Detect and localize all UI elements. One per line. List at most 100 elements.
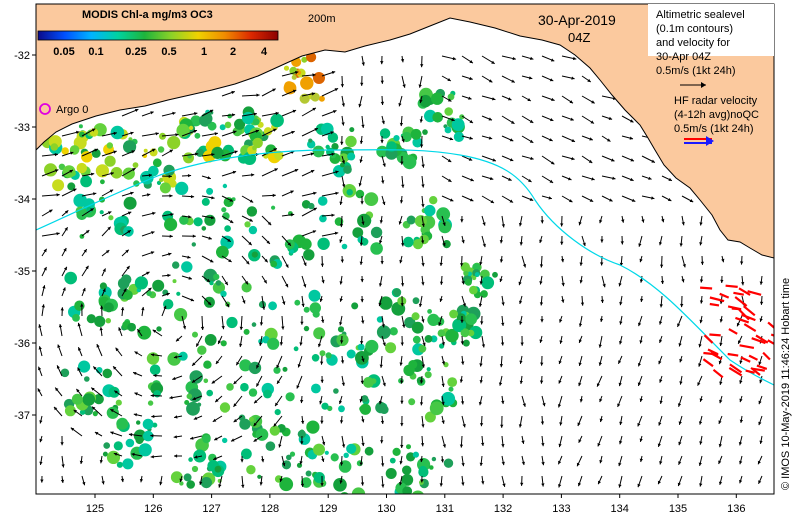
chlorophyll-patch — [481, 276, 494, 289]
chlorophyll-patch — [80, 176, 92, 188]
chlorophyll-patch — [393, 448, 401, 456]
y-tick-label: -36 — [14, 338, 30, 350]
chlorophyll-patch — [380, 128, 390, 138]
chlorophyll-patch — [333, 388, 339, 394]
legend-hf-text: HF radar velocity (4-12h avg)noQC 0.5m/s… — [674, 95, 762, 135]
chlorophyll-patch — [407, 216, 416, 225]
chlorophyll-patch — [216, 280, 222, 286]
chlorophyll-patch — [326, 352, 332, 358]
x-tick-label: 134 — [611, 503, 629, 515]
chlorophyll-patch — [114, 441, 123, 450]
chlorophyll-patch — [290, 250, 294, 254]
chlorophyll-patch — [357, 214, 371, 228]
chlorophyll-patch — [306, 471, 312, 477]
chlorophyll-patch — [201, 113, 213, 125]
chlorophyll-patch — [425, 371, 432, 378]
chlorophyll-patch — [195, 133, 201, 139]
chlorophyll-patch — [81, 151, 92, 162]
chlorophyll-patch — [286, 392, 295, 401]
chlorophyll-patch — [226, 383, 234, 391]
chlorophyll-patch — [349, 127, 354, 132]
chlorophyll-patch — [126, 439, 135, 448]
colorbar-tick-label: 0.25 — [125, 46, 146, 58]
y-tick-label: -35 — [14, 266, 30, 278]
chlorophyll-patch — [370, 242, 383, 255]
colorbar-tick-label: 0.1 — [88, 46, 103, 58]
chlorophyll-patch — [107, 142, 113, 148]
chlorophyll-patch — [371, 227, 382, 238]
colorbar-tick-label: 1 — [201, 46, 207, 58]
chlorophyll-patch — [283, 367, 288, 372]
chlorophyll-patch — [308, 139, 312, 143]
x-tick-label: 128 — [261, 503, 279, 515]
chlorophyll-patch — [84, 376, 90, 382]
chlorophyll-patch — [311, 384, 321, 394]
x-tick-label: 132 — [494, 503, 512, 515]
chlorophyll-patch — [454, 132, 464, 142]
chlorophyll-patch — [252, 322, 257, 327]
chlorophyll-patch — [244, 221, 250, 227]
chlorophyll-patch — [385, 342, 396, 353]
chlorophyll-patch — [345, 136, 356, 147]
chlorophyll-patch — [270, 261, 277, 268]
chlorophyll-patch — [135, 276, 148, 289]
chlorophyll-patch — [406, 444, 411, 449]
chlorophyll-patch — [257, 475, 261, 479]
legend-altimetry-line: Altimetric sealevel — [656, 9, 745, 21]
chlorophyll-patch — [241, 449, 252, 460]
chlorophyll-patch — [172, 261, 179, 268]
chlorophyll-patch — [202, 226, 207, 231]
y-tick-label: -37 — [14, 410, 30, 422]
chlorophyll-patch — [160, 182, 171, 193]
chlorophyll-patch — [431, 93, 443, 105]
x-tick-label: 136 — [727, 503, 745, 515]
chlorophyll-patch — [224, 225, 231, 232]
chlorophyll-patch — [222, 438, 227, 443]
chlorophyll-patch — [211, 147, 223, 159]
chlorophyll-patch — [292, 75, 297, 80]
chlorophyll-patch — [189, 126, 193, 130]
chlorophyll-patch — [413, 452, 419, 458]
chlorophyll-patch — [419, 235, 429, 245]
chlorophyll-patch — [122, 458, 133, 469]
chlorophyll-patch — [204, 379, 209, 384]
x-tick-label: 135 — [669, 503, 687, 515]
x-tick-label: 130 — [377, 503, 395, 515]
chlorophyll-patch — [312, 354, 320, 362]
chlorophyll-patch — [270, 426, 280, 436]
colorbar-tick-label: 0.5 — [161, 46, 176, 58]
chlorophyll-patch — [319, 96, 325, 102]
chlorophyll-patch — [284, 66, 289, 71]
chlorophyll-patch — [402, 466, 411, 475]
chlorophyll-patch — [72, 314, 80, 322]
chlorophyll-patch — [117, 462, 123, 468]
chlorophyll-patch — [344, 453, 349, 458]
chlorophyll-patch — [83, 393, 96, 406]
chlorophyll-patch — [412, 322, 424, 334]
chlorophyll-patch — [472, 276, 476, 280]
chlorophyll-patch — [347, 153, 355, 161]
chlorophyll-patch — [364, 192, 378, 206]
chlorophyll-patch — [116, 400, 122, 406]
chlorophyll-patch — [309, 290, 321, 302]
chlorophyll-patch — [359, 406, 365, 412]
chlorophyll-patch — [439, 221, 452, 234]
x-tick-label: 133 — [552, 503, 570, 515]
chlorophyll-patch — [176, 292, 180, 296]
chlorophyll-patch — [249, 362, 261, 374]
chlorophyll-patch — [449, 387, 454, 392]
argo-label: Argo 0 — [56, 104, 88, 116]
chlorophyll-patch — [415, 215, 427, 227]
chlorophyll-patch — [223, 184, 227, 188]
hf-radar-arrow — [709, 335, 720, 336]
x-tick-label: 127 — [202, 503, 220, 515]
chlorophyll-patch — [338, 326, 344, 332]
chlorophyll-patch — [365, 340, 378, 353]
chlorophyll-patch — [432, 457, 436, 461]
chlorophyll-patch — [197, 403, 201, 407]
chlorophyll-patch — [403, 155, 417, 169]
x-tick-label: 129 — [319, 503, 337, 515]
chlorophyll-patch — [220, 402, 230, 412]
isobath-label: 200m — [308, 13, 336, 25]
chlorophyll-patch — [94, 316, 105, 327]
